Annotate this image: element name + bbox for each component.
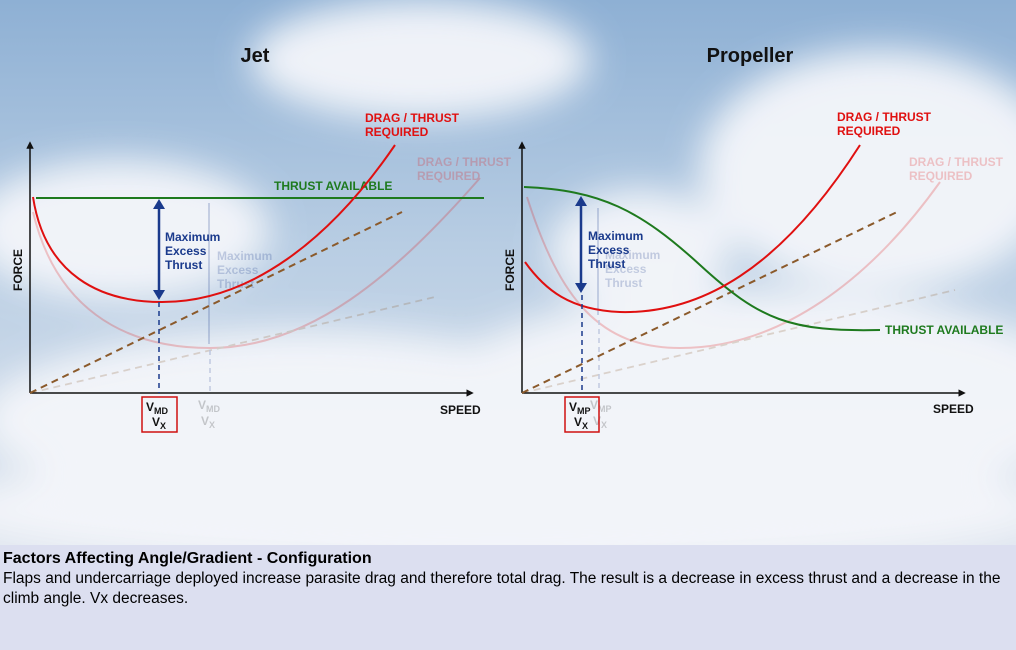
jet-clean-parasite-line <box>29 296 436 394</box>
prop-thrust-curve <box>523 186 881 332</box>
prop-y-axis-label: FORCE <box>503 249 517 291</box>
caption-panel: Factors Affecting Angle/Gradient - Confi… <box>0 545 1016 650</box>
prop-speed-marker: VMP VX <box>569 400 594 431</box>
caption-title: Factors Affecting Angle/Gradient - Confi… <box>3 550 372 567</box>
prop-clean-drag-label: DRAG / THRUST REQUIRED <box>909 155 1006 183</box>
prop-drag-label: DRAG / THRUST REQUIRED <box>837 110 934 138</box>
jet-clean-curves: DRAG / THRUST REQUIRED Maximum Excess Th… <box>29 155 514 430</box>
jet-excess-label: Maximum Excess Thrust <box>165 230 224 272</box>
jet-x-axis-label: SPEED <box>440 403 481 417</box>
jet-parasite-line <box>29 211 403 394</box>
prop-excess-arrow-head-bottom <box>575 283 587 293</box>
jet-y-axis-label: FORCE <box>11 249 25 291</box>
jet-speed-marker: VMD VX <box>146 400 171 431</box>
prop-excess-label: Maximum Excess Thrust <box>588 229 647 271</box>
jet-clean-excess-label: Maximum Excess Thrust <box>217 249 276 291</box>
jet-thrust-label: THRUST AVAILABLE <box>274 179 392 193</box>
prop-panel: Propeller DRAG / THRUST REQUIRED Maximum… <box>503 45 1006 433</box>
prop-clean-curves: DRAG / THRUST REQUIRED Maximum Excess Th… <box>521 155 1006 430</box>
jet-panel: Jet DRAG / THRUST REQUIRED Maximum Exces… <box>11 45 514 433</box>
prop-vx-box <box>564 396 600 433</box>
prop-clean-speed-marker: VMP VX <box>590 398 615 430</box>
prop-x-axis-label: SPEED <box>933 402 974 416</box>
jet-title: Jet <box>241 45 270 67</box>
prop-title: Propeller <box>707 45 794 67</box>
caption-body: Flaps and undercarriage deployed increas… <box>3 570 1001 607</box>
jet-excess-arrow-head-top <box>153 199 165 209</box>
jet-drag-label: DRAG / THRUST REQUIRED <box>365 111 462 139</box>
prop-excess-arrow-head-top <box>575 196 587 206</box>
jet-clean-speed-marker: VMD VX <box>198 398 223 430</box>
jet-vx-box <box>141 396 178 433</box>
jet-drag-curve <box>32 144 396 304</box>
prop-thrust-label: THRUST AVAILABLE <box>885 323 1003 337</box>
prop-drag-curve <box>524 144 861 314</box>
jet-clean-drag-curve <box>32 177 481 350</box>
prop-parasite-line <box>521 211 898 394</box>
prop-clean-drag-curve <box>526 181 941 350</box>
prop-clean-excess-label: Maximum Excess Thrust <box>605 248 664 290</box>
jet-clean-drag-label: DRAG / THRUST REQUIRED <box>417 155 514 183</box>
jet-excess-arrow-head-bottom <box>153 290 165 300</box>
prop-clean-parasite-line <box>521 289 956 394</box>
climb-diagram: Jet DRAG / THRUST REQUIRED Maximum Exces… <box>0 0 1016 545</box>
sky-background <box>0 0 1016 545</box>
